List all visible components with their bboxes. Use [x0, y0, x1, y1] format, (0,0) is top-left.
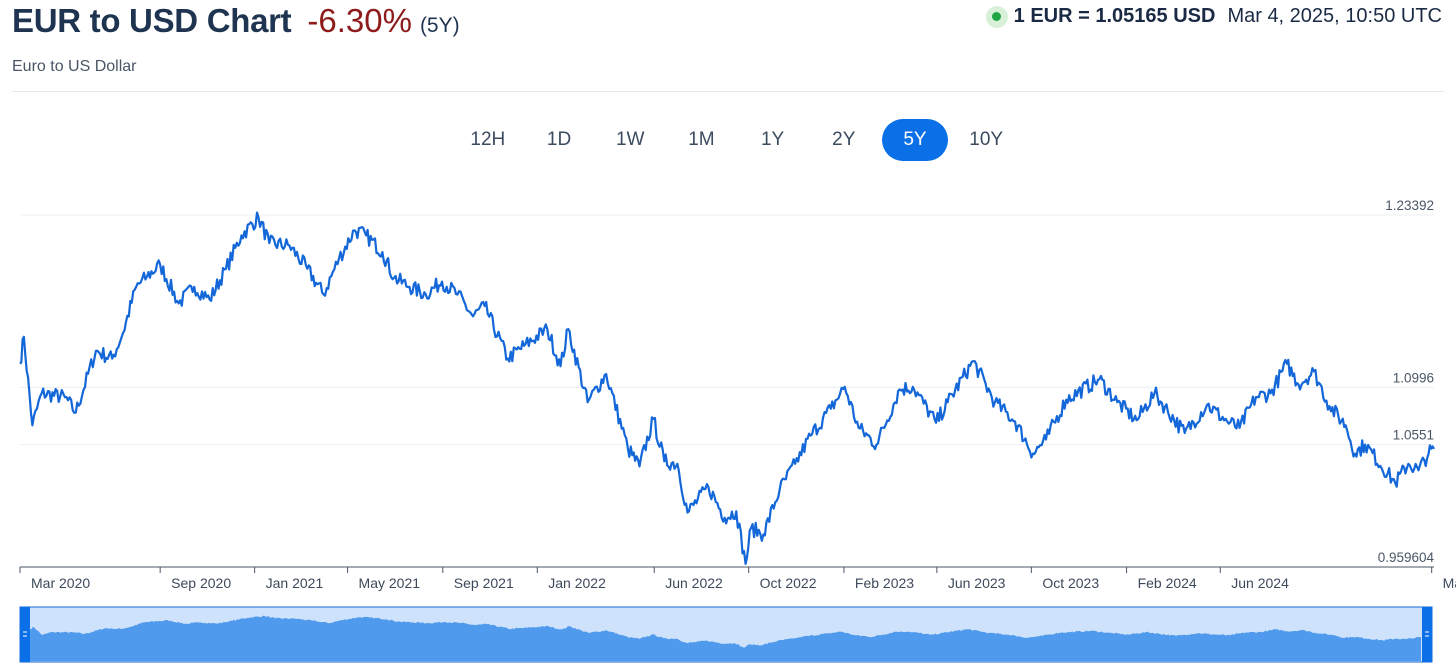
- title-row: EUR to USD Chart -6.30% (5Y): [12, 2, 460, 40]
- x-tick-label: Feb 2024: [1138, 575, 1197, 591]
- navigator-left-handle-bar[interactable]: [20, 607, 30, 662]
- rate-timestamp: Mar 4, 2025, 10:50 UTC: [1227, 5, 1442, 27]
- x-tick-label: Sep 2021: [454, 575, 514, 591]
- series-line: [19, 211, 1435, 565]
- range-button-5y[interactable]: 5Y: [881, 119, 948, 161]
- x-tick-label: Mar 2020: [31, 575, 90, 591]
- range-button-1m[interactable]: 1M: [668, 119, 734, 161]
- x-tick-label: Sep 2020: [171, 575, 231, 591]
- rate-value: 1 EUR = 1.05165 USD: [1013, 5, 1216, 27]
- navigator-right-handle-bar[interactable]: [1422, 607, 1432, 662]
- range-button-1w[interactable]: 1W: [597, 119, 663, 161]
- range-button-1d[interactable]: 1D: [526, 119, 592, 161]
- y-tick-label: 1.0551: [1393, 427, 1434, 442]
- pair-subtitle: Euro to US Dollar: [12, 58, 137, 75]
- chart-header: EUR to USD Chart -6.30% (5Y) Euro to US …: [12, 0, 1444, 92]
- y-tick-label: 0.959604: [1378, 550, 1435, 565]
- x-tick-label: Feb 2023: [855, 575, 914, 591]
- range-button-1y[interactable]: 1Y: [740, 119, 806, 161]
- range-button-10y[interactable]: 10Y: [953, 119, 1019, 161]
- live-status-icon: [985, 5, 1008, 28]
- range-button-12h[interactable]: 12H: [455, 119, 521, 161]
- x-tick-label: Jan 2021: [266, 575, 324, 591]
- live-rate: 1 EUR = 1.05165 USD Mar 4, 2025, 10:50 U…: [985, 5, 1442, 28]
- percent-change: -6.30%: [307, 2, 412, 39]
- x-tick-label: Jun 2023: [948, 575, 1006, 591]
- navigator-series: [30, 615, 1421, 661]
- x-tick-label: Jun 2022: [665, 575, 723, 591]
- y-tick-label: 1.0996: [1393, 370, 1434, 385]
- navigator-left-handle[interactable]: [20, 607, 30, 662]
- x-tick-label: May 2021: [359, 575, 421, 591]
- x-tick-label: Jun 2024: [1231, 575, 1289, 591]
- navigator-right-handle[interactable]: [1422, 607, 1432, 662]
- x-tick-label: Jan 2022: [548, 575, 606, 591]
- x-tick-label: Oct 2023: [1042, 575, 1099, 591]
- x-tick-label: Mar 2025: [1443, 575, 1456, 591]
- y-tick-label: 1.23392: [1385, 198, 1434, 213]
- period-label: (5Y): [419, 14, 460, 37]
- x-tick-label: Oct 2022: [760, 575, 817, 591]
- range-button-2y[interactable]: 2Y: [811, 119, 877, 161]
- range-selector: 12H 1D 1W 1M 1Y 2Y 5Y 10Y: [0, 119, 1456, 161]
- page-title: EUR to USD Chart: [12, 2, 292, 39]
